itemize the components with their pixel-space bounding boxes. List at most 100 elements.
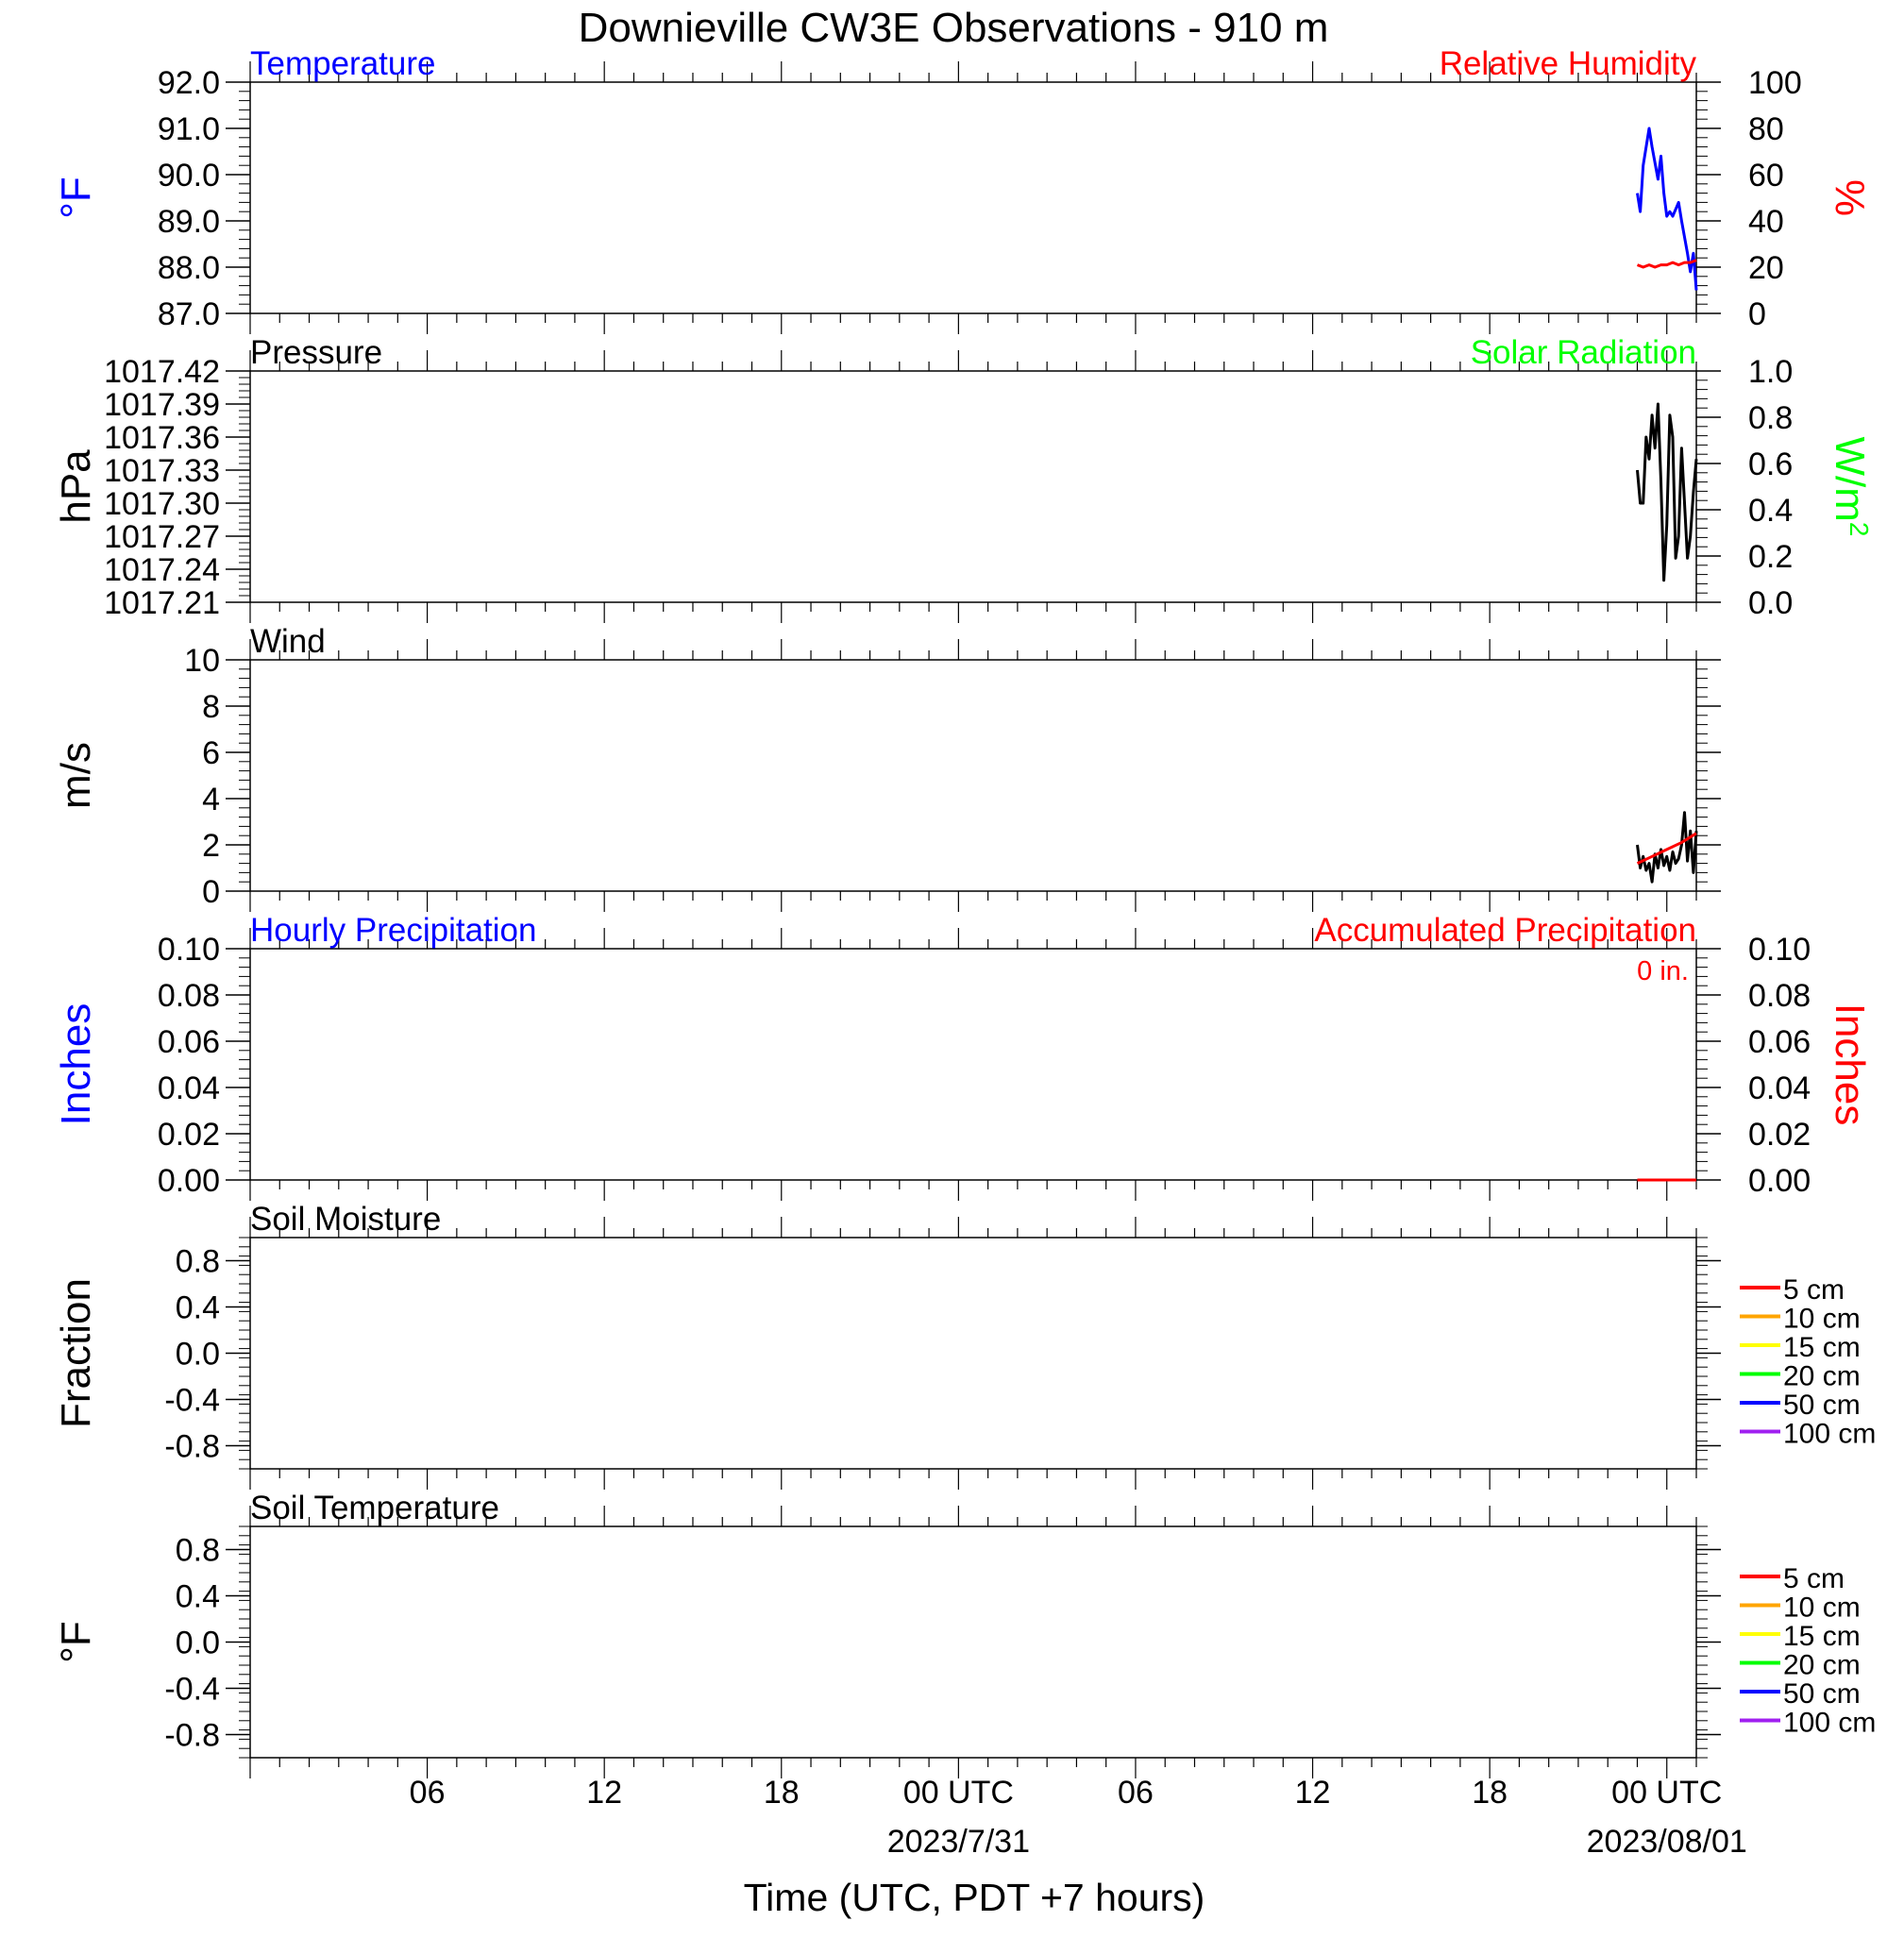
legend-label: 50 cm [1783, 1678, 1861, 1710]
y-tick-label-right: 0.4 [1748, 493, 1793, 529]
y-tick-label-right: 0.04 [1748, 1070, 1811, 1106]
panel-title-right: Solar Radiation [1471, 334, 1696, 371]
y-tick-label-right: 40 [1748, 204, 1784, 240]
legend-label: 5 cm [1783, 1563, 1845, 1594]
panel-title-left: Wind [250, 623, 326, 660]
legend-label: 15 cm [1783, 1621, 1861, 1652]
panel-title-left: Soil Temperature [250, 1490, 499, 1526]
accumulated-total-label: 0 in. [1637, 956, 1689, 986]
y-tick-label-left: 0.0 [176, 1337, 220, 1373]
y-tick-label-right: 100 [1748, 65, 1802, 101]
x-tick-label: 12 [586, 1775, 622, 1811]
panel-title-right: Accumulated Precipitation [1314, 912, 1696, 949]
legend-label: 20 cm [1783, 1650, 1861, 1681]
panel-title-left: Hourly Precipitation [250, 912, 536, 949]
panel-soil-moisture: -0.8 -0.4 0.0 0.4 0.8 Soil Moisture Fraction 5 … [53, 1201, 1876, 1490]
y-tick-label-left: 91.0 [158, 111, 220, 147]
y-axis-label-right-text: % [1827, 179, 1873, 216]
y-axis-label-right: Inches [1827, 1003, 1873, 1126]
y-tick-label-right: 0.08 [1748, 978, 1811, 1014]
y-tick-label-left: 10 [184, 643, 220, 679]
y-tick-label-left: 6 [202, 735, 220, 771]
y-axis-label-left: Fraction [53, 1278, 99, 1428]
y-tick-label-left: 0.8 [176, 1244, 220, 1280]
legend-label: 100 cm [1783, 1708, 1876, 1739]
y-tick-label-left: 1017.33 [104, 453, 220, 489]
y-tick-label-left: 87.0 [158, 296, 220, 332]
plot-frame [249, 1237, 1697, 1470]
panel-title-left: Pressure [250, 334, 382, 371]
legend-label: 20 cm [1783, 1361, 1861, 1392]
y-tick-label-left: 0.0 [176, 1626, 220, 1661]
y-tick-label-left: 90.0 [158, 158, 220, 194]
panel-title-left: Soil Moisture [250, 1201, 441, 1238]
y-axis-label-left: m/s [53, 742, 99, 809]
panel-precip: 0.00 0.02 0.04 0.06 0.08 0.10 0.00 0.02 0.04 0.06… [53, 912, 1873, 1201]
x-tick-label: 00 UTC [903, 1775, 1014, 1811]
panels: 87.088.089.090.091.092.0020406080100Temp… [53, 45, 1876, 1778]
y-tick-label-right: 0.00 [1748, 1163, 1811, 1199]
y-tick-label-right: 0.6 [1748, 447, 1793, 482]
y-tick-label-left: 1017.30 [104, 486, 220, 522]
y-axis-label-right-sup: 2 [1845, 522, 1875, 537]
y-tick-label-left: 0.8 [176, 1533, 220, 1569]
y-tick-label-right: 0.10 [1748, 932, 1811, 968]
legend-label: 100 cm [1783, 1419, 1876, 1450]
y-tick-label-left: -0.8 [164, 1718, 220, 1754]
y-tick-label-left: 1017.21 [104, 585, 220, 621]
legend-label: 15 cm [1783, 1332, 1861, 1363]
y-tick-label-left: 0.04 [158, 1070, 220, 1106]
x-tick-label: 06 [410, 1775, 446, 1811]
series-pressure [1636, 402, 1698, 582]
y-tick-label-left: 89.0 [158, 204, 220, 240]
y-axis-label-right-text: W/m [1827, 437, 1873, 522]
series-gust [1636, 832, 1697, 865]
y-axis-label-right: W/m2 [1827, 437, 1875, 537]
x-tick-label: 06 [1118, 1775, 1154, 1811]
y-tick-label-left: 92.0 [158, 65, 220, 101]
panel-title-left: Temperature [250, 45, 435, 82]
plot-frame [249, 659, 1697, 892]
panel-pressure-solar: 1017.211017.241017.271017.301017.331017.… [53, 334, 1875, 623]
y-tick-label-left: 1017.39 [104, 387, 220, 423]
y-tick-label-left: 1017.36 [104, 420, 220, 456]
y-tick-label-left: 2 [202, 828, 220, 864]
series-relative-humidity [1636, 259, 1697, 269]
y-axis-label-left: °F [53, 1621, 99, 1662]
y-axis-label-left: Inches [53, 1003, 99, 1126]
plot-frame [249, 948, 1697, 1181]
x-tick-label: 18 [764, 1775, 800, 1811]
y-tick-label-left: 0.02 [158, 1117, 220, 1153]
y-tick-label-right: 1.0 [1748, 354, 1793, 390]
y-axis-label-right: % [1827, 179, 1873, 216]
plot-frame [249, 81, 1697, 314]
y-tick-label-left: 0.4 [176, 1290, 220, 1326]
x-date-label: 2023/7/31 [887, 1824, 1030, 1860]
y-tick-label-left: 0 [202, 874, 220, 910]
x-tick-label: 00 UTC [1611, 1775, 1722, 1811]
y-tick-label-left: 1017.42 [104, 354, 220, 390]
y-tick-label-left: 4 [202, 782, 220, 817]
legend-label: 5 cm [1783, 1274, 1845, 1306]
y-tick-label-left: 0.06 [158, 1024, 220, 1060]
time-axis: 06 12 18 00 UTC 2023/7/31 06 12 18 00 UTC 2023/08… [410, 1775, 1747, 1860]
y-tick-label-left: 0.4 [176, 1579, 220, 1615]
panel-temp-rh: 87.0 88.0 89.0 90.0 91.0 92.0 0 20 40 60 80 100 Temp… [53, 45, 1873, 334]
series-temperature [1636, 126, 1698, 291]
y-tick-label-left: 8 [202, 689, 220, 725]
legend-label: 10 cm [1783, 1593, 1861, 1624]
panel-wind: 0 2 4 6 8 10 Wind m/s [53, 623, 1721, 912]
y-tick-label-left: 1017.27 [104, 519, 220, 555]
legend-label: 50 cm [1783, 1390, 1861, 1421]
y-axis-label-left: hPa [53, 449, 99, 524]
y-tick-label-left: 0.00 [158, 1163, 220, 1199]
y-tick-label-left: -0.8 [164, 1429, 220, 1465]
legend-label: 10 cm [1783, 1304, 1861, 1335]
y-tick-label-right: 0.06 [1748, 1024, 1811, 1060]
plot-frame [249, 1525, 1697, 1759]
y-tick-label-right: 80 [1748, 111, 1784, 147]
y-tick-label-left: -0.4 [164, 1672, 220, 1708]
x-axis-label: Time (UTC, PDT +7 hours) [744, 1876, 1205, 1919]
y-tick-label-left: 88.0 [158, 250, 220, 286]
